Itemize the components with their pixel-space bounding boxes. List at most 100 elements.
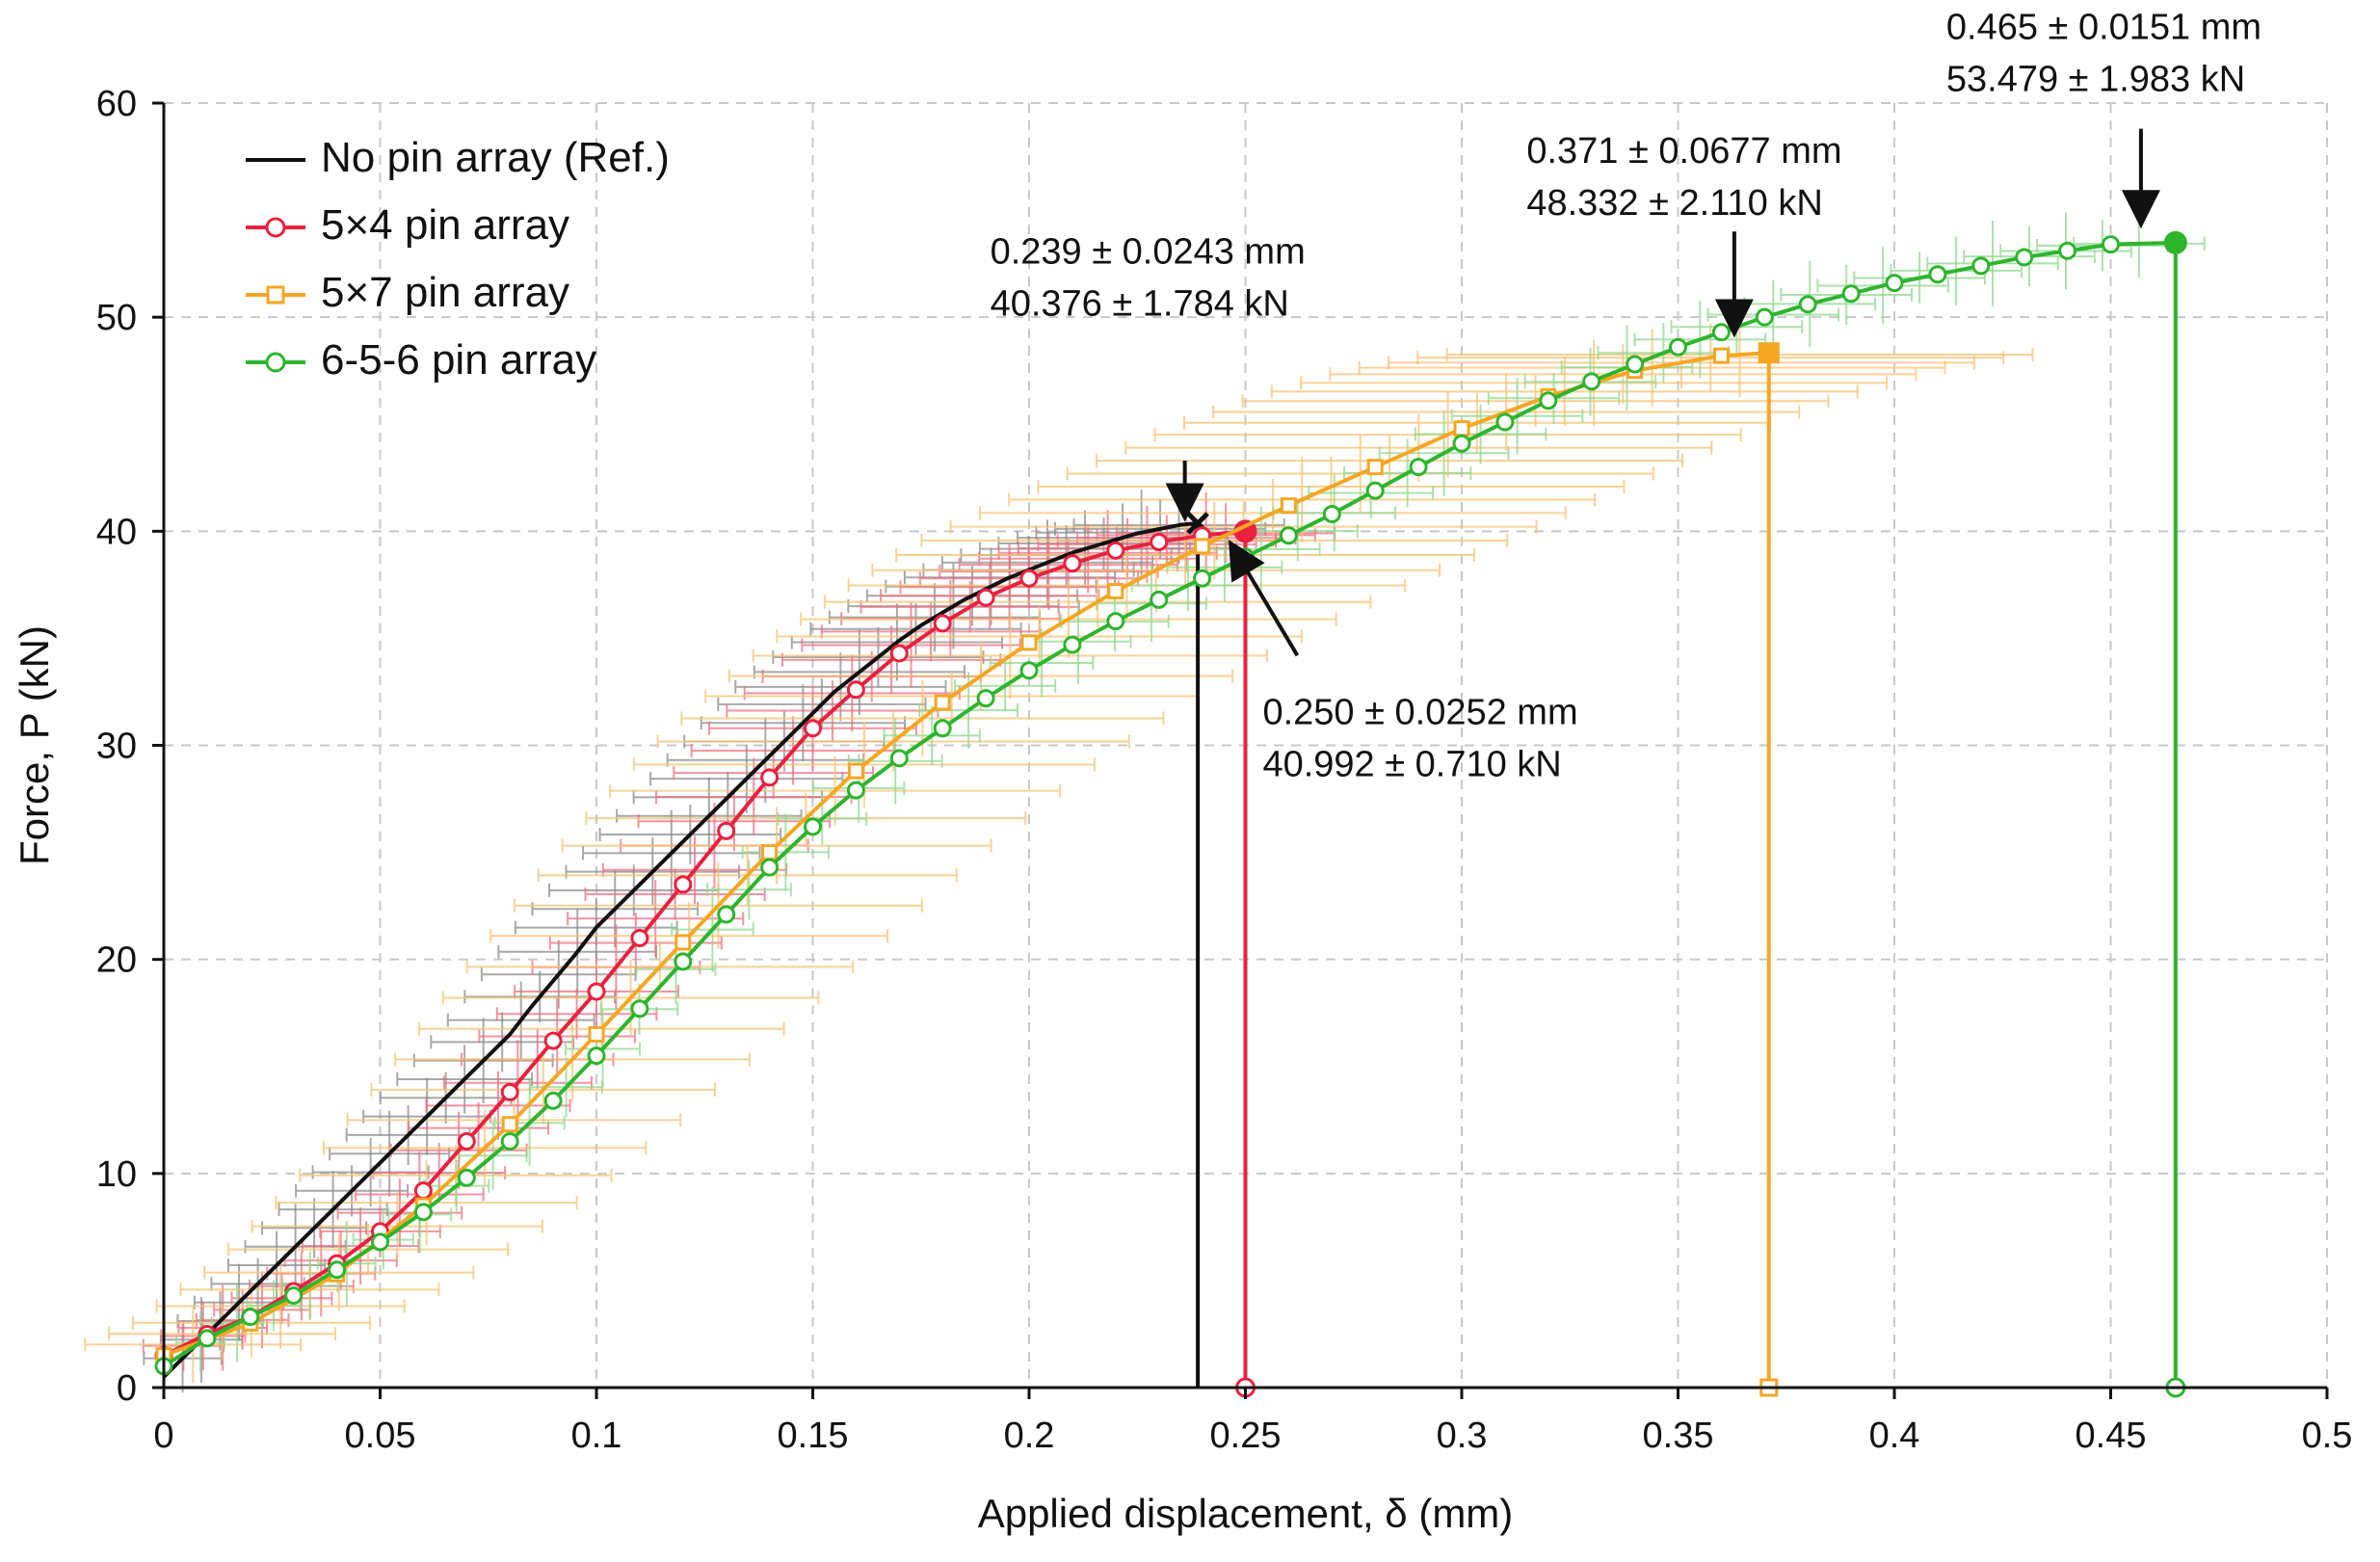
data-point — [1280, 497, 1297, 515]
peak-marker — [1758, 342, 1780, 364]
annotation-line-2: 40.992 ± 0.710 kN — [1262, 744, 1561, 784]
y-tick-label: 10 — [96, 1154, 137, 1195]
data-point — [371, 1232, 389, 1252]
data-point — [1194, 538, 1211, 555]
data-point — [1106, 612, 1125, 631]
data-point — [1365, 481, 1385, 500]
data-point — [1928, 265, 1947, 284]
data-point — [501, 1116, 518, 1133]
data-point — [284, 1285, 304, 1305]
data-point — [933, 614, 952, 633]
x-tick-label: 0.3 — [1437, 1416, 1488, 1456]
legend-label: 5×4 pin array — [321, 201, 569, 249]
data-point — [1019, 569, 1039, 588]
data-point — [1019, 661, 1039, 680]
data-point — [804, 719, 822, 738]
legend-swatch-marker — [265, 217, 286, 238]
data-point — [2015, 248, 2034, 267]
data-point — [1971, 256, 1991, 276]
data-point — [543, 1031, 563, 1050]
data-point — [413, 1203, 433, 1222]
data-point — [1107, 583, 1124, 600]
data-point — [1711, 323, 1731, 342]
data-point — [457, 1132, 476, 1152]
y-tick-label: 60 — [96, 84, 137, 124]
data-point — [976, 689, 995, 708]
peak-marker — [1186, 512, 1209, 535]
y-tick-label: 20 — [96, 940, 137, 981]
data-point — [500, 1082, 519, 1101]
annotation-line-2: 53.479 ± 1.983 kN — [1946, 59, 2245, 99]
y-tick-label: 40 — [96, 512, 137, 552]
data-point — [543, 1091, 563, 1110]
data-point — [1885, 274, 1904, 293]
series-line — [163, 351, 1771, 1388]
data-point — [1322, 505, 1341, 524]
y-tick-label: 0 — [117, 1368, 137, 1409]
x-axis-title: Applied displacement, δ (mm) — [978, 1491, 1514, 1536]
x-tick-label: 0.1 — [571, 1416, 622, 1456]
data-point — [846, 680, 865, 700]
data-point — [1669, 337, 1687, 357]
data-point — [717, 821, 736, 840]
data-point — [847, 762, 864, 780]
y-tick-label: 50 — [96, 298, 137, 338]
data-point — [587, 1046, 606, 1066]
data-point — [413, 1181, 433, 1201]
axes: 0 0.05 0.1 0.15 0.2 0.25 0.3 0.35 0.4 0.45 0.5 0 10 2… — [12, 84, 2352, 1536]
legend: No pin array (Ref.) 5×4 pin array 5×7 pin … — [246, 134, 670, 384]
data-point — [1841, 284, 1861, 304]
legend-label: No pin array (Ref.) — [321, 134, 670, 181]
data-point — [1582, 372, 1601, 391]
annotation-arrow — [1228, 540, 1300, 657]
data-point — [587, 982, 606, 1001]
data-point — [328, 1260, 347, 1280]
data-point — [1539, 391, 1558, 410]
data-point — [846, 781, 865, 800]
legend-swatch-marker — [266, 285, 285, 304]
data-point — [889, 644, 909, 663]
data-point — [1495, 412, 1515, 432]
data-point — [760, 768, 780, 787]
data-point — [1279, 526, 1298, 545]
data-point — [674, 952, 693, 971]
legend-label: 5×7 pin array — [321, 269, 569, 316]
data-point — [761, 844, 779, 861]
data-point — [674, 934, 692, 951]
data-point — [630, 999, 649, 1019]
data-point — [1626, 355, 1645, 374]
y-tick-label: 30 — [96, 727, 137, 767]
data-point — [933, 719, 952, 738]
data-point — [1452, 434, 1471, 453]
data-point — [500, 1132, 519, 1152]
data-point — [804, 817, 822, 836]
data-point — [1712, 347, 1730, 364]
data-point — [1366, 459, 1384, 476]
x-tick-label: 0 — [153, 1416, 173, 1456]
data-point — [1063, 554, 1082, 573]
data-point — [1453, 420, 1470, 437]
data-point — [1150, 590, 1169, 609]
x-tick-label: 0.45 — [2076, 1416, 2147, 1456]
data-point — [588, 1025, 605, 1043]
data-point — [2102, 235, 2120, 254]
data-point — [1020, 634, 1038, 651]
data-point — [1798, 295, 1817, 314]
legend-label: 6-5-6 pin array — [321, 336, 596, 384]
annotation-line-1: 0.250 ± 0.0252 mm — [1262, 692, 1577, 732]
x-tick-label: 0.2 — [1004, 1416, 1055, 1456]
annotations: 0.239 ± 0.0243 mm 40.376 ± 1.784 kN 0.250 … — [991, 7, 2261, 784]
x-tick-label: 0.5 — [2302, 1416, 2353, 1456]
data-point — [457, 1168, 476, 1187]
annotation-line-1: 0.371 ± 0.0677 mm — [1526, 131, 1841, 172]
data-point — [889, 749, 909, 768]
data-point — [1193, 569, 1212, 588]
annotation-line-2: 48.332 ± 2.110 kN — [1526, 183, 1822, 224]
data-point — [934, 694, 951, 711]
annotation-line-1: 0.239 ± 0.0243 mm — [991, 232, 1306, 273]
x-tick-label: 0.05 — [345, 1416, 416, 1456]
data-point — [2058, 241, 2077, 260]
y-axis-title: Force, P (kN) — [12, 625, 57, 865]
data-point — [674, 875, 693, 894]
legend-swatch-marker — [265, 352, 286, 373]
